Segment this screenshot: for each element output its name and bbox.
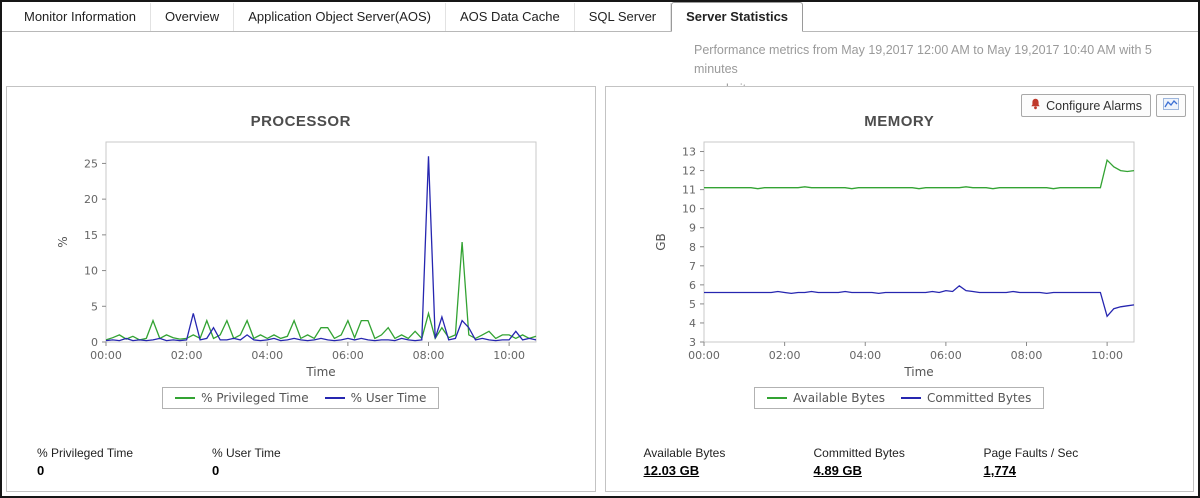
svg-text:10: 10 <box>84 265 98 278</box>
caption-line-1: Performance metrics from May 19,2017 12:… <box>694 43 1152 77</box>
svg-text:04:00: 04:00 <box>850 349 882 362</box>
legend-item: % Privileged Time <box>175 391 309 405</box>
svg-text:06:00: 06:00 <box>332 349 364 362</box>
performance-metrics-caption: Performance metrics from May 19,2017 12:… <box>694 41 1180 96</box>
svg-text:GB: GB <box>654 233 668 251</box>
tab-aos-data-cache[interactable]: AOS Data Cache <box>446 3 575 31</box>
line-chart-icon <box>1163 98 1179 113</box>
stat-value: 0 <box>212 463 220 478</box>
legend-label: % User Time <box>350 391 427 405</box>
svg-text:4: 4 <box>689 317 696 330</box>
svg-text:Time: Time <box>904 365 934 379</box>
svg-text:Time: Time <box>305 365 335 379</box>
svg-text:0: 0 <box>91 336 98 349</box>
stat-value-link[interactable]: 4.89 GB <box>813 463 862 478</box>
svg-text:25: 25 <box>84 157 98 170</box>
stat-value-link[interactable]: 1,774 <box>983 463 1017 478</box>
tab-server-statistics[interactable]: Server Statistics <box>671 2 804 32</box>
processor-panel-title: PROCESSOR <box>250 113 351 130</box>
stat-label: % User Time <box>212 446 281 460</box>
svg-text:6: 6 <box>689 279 696 292</box>
processor-stats: % Privileged Time 0 % User Time 0 <box>7 446 595 491</box>
stat-value-link[interactable]: 12.03 GB <box>643 463 700 478</box>
svg-text:06:00: 06:00 <box>930 349 962 362</box>
stat-privileged-time: % Privileged Time 0 <box>37 446 212 478</box>
memory-legend-row: Available Bytes Committed Bytes <box>606 386 1194 409</box>
processor-legend: % Privileged Time % User Time <box>162 387 440 409</box>
svg-text:3: 3 <box>689 336 696 349</box>
tab-sql-server[interactable]: SQL Server <box>575 3 672 31</box>
tab-monitor-information[interactable]: Monitor Information <box>10 3 151 31</box>
stat-label: Available Bytes <box>643 446 726 460</box>
memory-legend: Available Bytes Committed Bytes <box>754 387 1045 409</box>
stat-page-faults: Page Faults / Sec 1,774 <box>984 446 1154 478</box>
configure-alarms-label: Configure Alarms <box>1046 98 1142 113</box>
memory-panel-buttons: Configure Alarms <box>1021 94 1186 117</box>
legend-line-swatch <box>767 397 788 399</box>
svg-text:04:00: 04:00 <box>251 349 283 362</box>
legend-label: Committed Bytes <box>926 391 1032 405</box>
stat-label: Committed Bytes <box>813 446 905 460</box>
legend-label: Available Bytes <box>793 391 885 405</box>
legend-label: % Privileged Time <box>201 391 309 405</box>
legend-line-swatch <box>175 397 196 399</box>
svg-text:11: 11 <box>682 184 696 197</box>
processor-panel: PROCESSOR 0 5 10 15 20 25 00:00 02:00 04:00 06:00… <box>6 86 596 492</box>
svg-text:08:00: 08:00 <box>1011 349 1043 362</box>
stat-label: % Privileged Time <box>37 446 134 460</box>
stat-committed-bytes: Committed Bytes 4.89 GB <box>814 446 984 478</box>
svg-text:8: 8 <box>689 241 696 254</box>
svg-text:5: 5 <box>689 298 696 311</box>
tab-application-object-server[interactable]: Application Object Server(AOS) <box>234 3 446 31</box>
stat-label: Page Faults / Sec <box>983 446 1079 460</box>
tab-overview[interactable]: Overview <box>151 3 235 31</box>
panels-row: PROCESSOR 0 5 10 15 20 25 00:00 02:00 04:00 06:00… <box>2 84 1198 496</box>
svg-text:00:00: 00:00 <box>688 349 720 362</box>
legend-line-swatch <box>900 397 921 399</box>
svg-text:10:00: 10:00 <box>1092 349 1124 362</box>
svg-text:02:00: 02:00 <box>171 349 203 362</box>
subheader: Performance metrics from May 19,2017 12:… <box>2 32 1198 96</box>
svg-text:7: 7 <box>689 260 696 273</box>
tab-bar: Monitor Information Overview Application… <box>2 2 1198 32</box>
svg-text:15: 15 <box>84 229 98 242</box>
legend-item: Committed Bytes <box>900 391 1032 405</box>
processor-chart: 0 5 10 15 20 25 00:00 02:00 04:00 06:00 08:00 10:00… <box>7 134 595 382</box>
processor-legend-row: % Privileged Time % User Time <box>7 386 595 409</box>
alarm-bell-icon <box>1030 98 1041 113</box>
svg-text:13: 13 <box>682 146 696 159</box>
svg-text:02:00: 02:00 <box>769 349 801 362</box>
svg-text:9: 9 <box>689 222 696 235</box>
stat-value: 0 <box>37 463 45 478</box>
memory-panel: Configure Alarms MEMORY 3 4 5 6 7 8 9 10 11 12 13 0… <box>604 86 1194 492</box>
svg-text:00:00: 00:00 <box>90 349 122 362</box>
legend-line-swatch <box>324 397 345 399</box>
graph-view-button[interactable] <box>1156 94 1186 117</box>
memory-panel-title: MEMORY <box>864 113 935 130</box>
svg-text:08:00: 08:00 <box>412 349 444 362</box>
stat-user-time: % User Time 0 <box>212 446 387 478</box>
legend-item: Available Bytes <box>767 391 885 405</box>
stat-available-bytes: Available Bytes 12.03 GB <box>644 446 814 478</box>
svg-text:5: 5 <box>91 300 98 313</box>
svg-text:10:00: 10:00 <box>493 349 525 362</box>
legend-item: % User Time <box>324 391 427 405</box>
memory-stats: Available Bytes 12.03 GB Committed Bytes… <box>606 446 1194 491</box>
configure-alarms-button[interactable]: Configure Alarms <box>1021 94 1151 117</box>
svg-text:10: 10 <box>682 203 696 216</box>
svg-text:20: 20 <box>84 193 98 206</box>
svg-text:%: % <box>56 236 70 247</box>
memory-chart: 3 4 5 6 7 8 9 10 11 12 13 00:00 02:00 04:00 06:00 08:00… <box>606 134 1194 382</box>
svg-text:12: 12 <box>682 165 696 178</box>
